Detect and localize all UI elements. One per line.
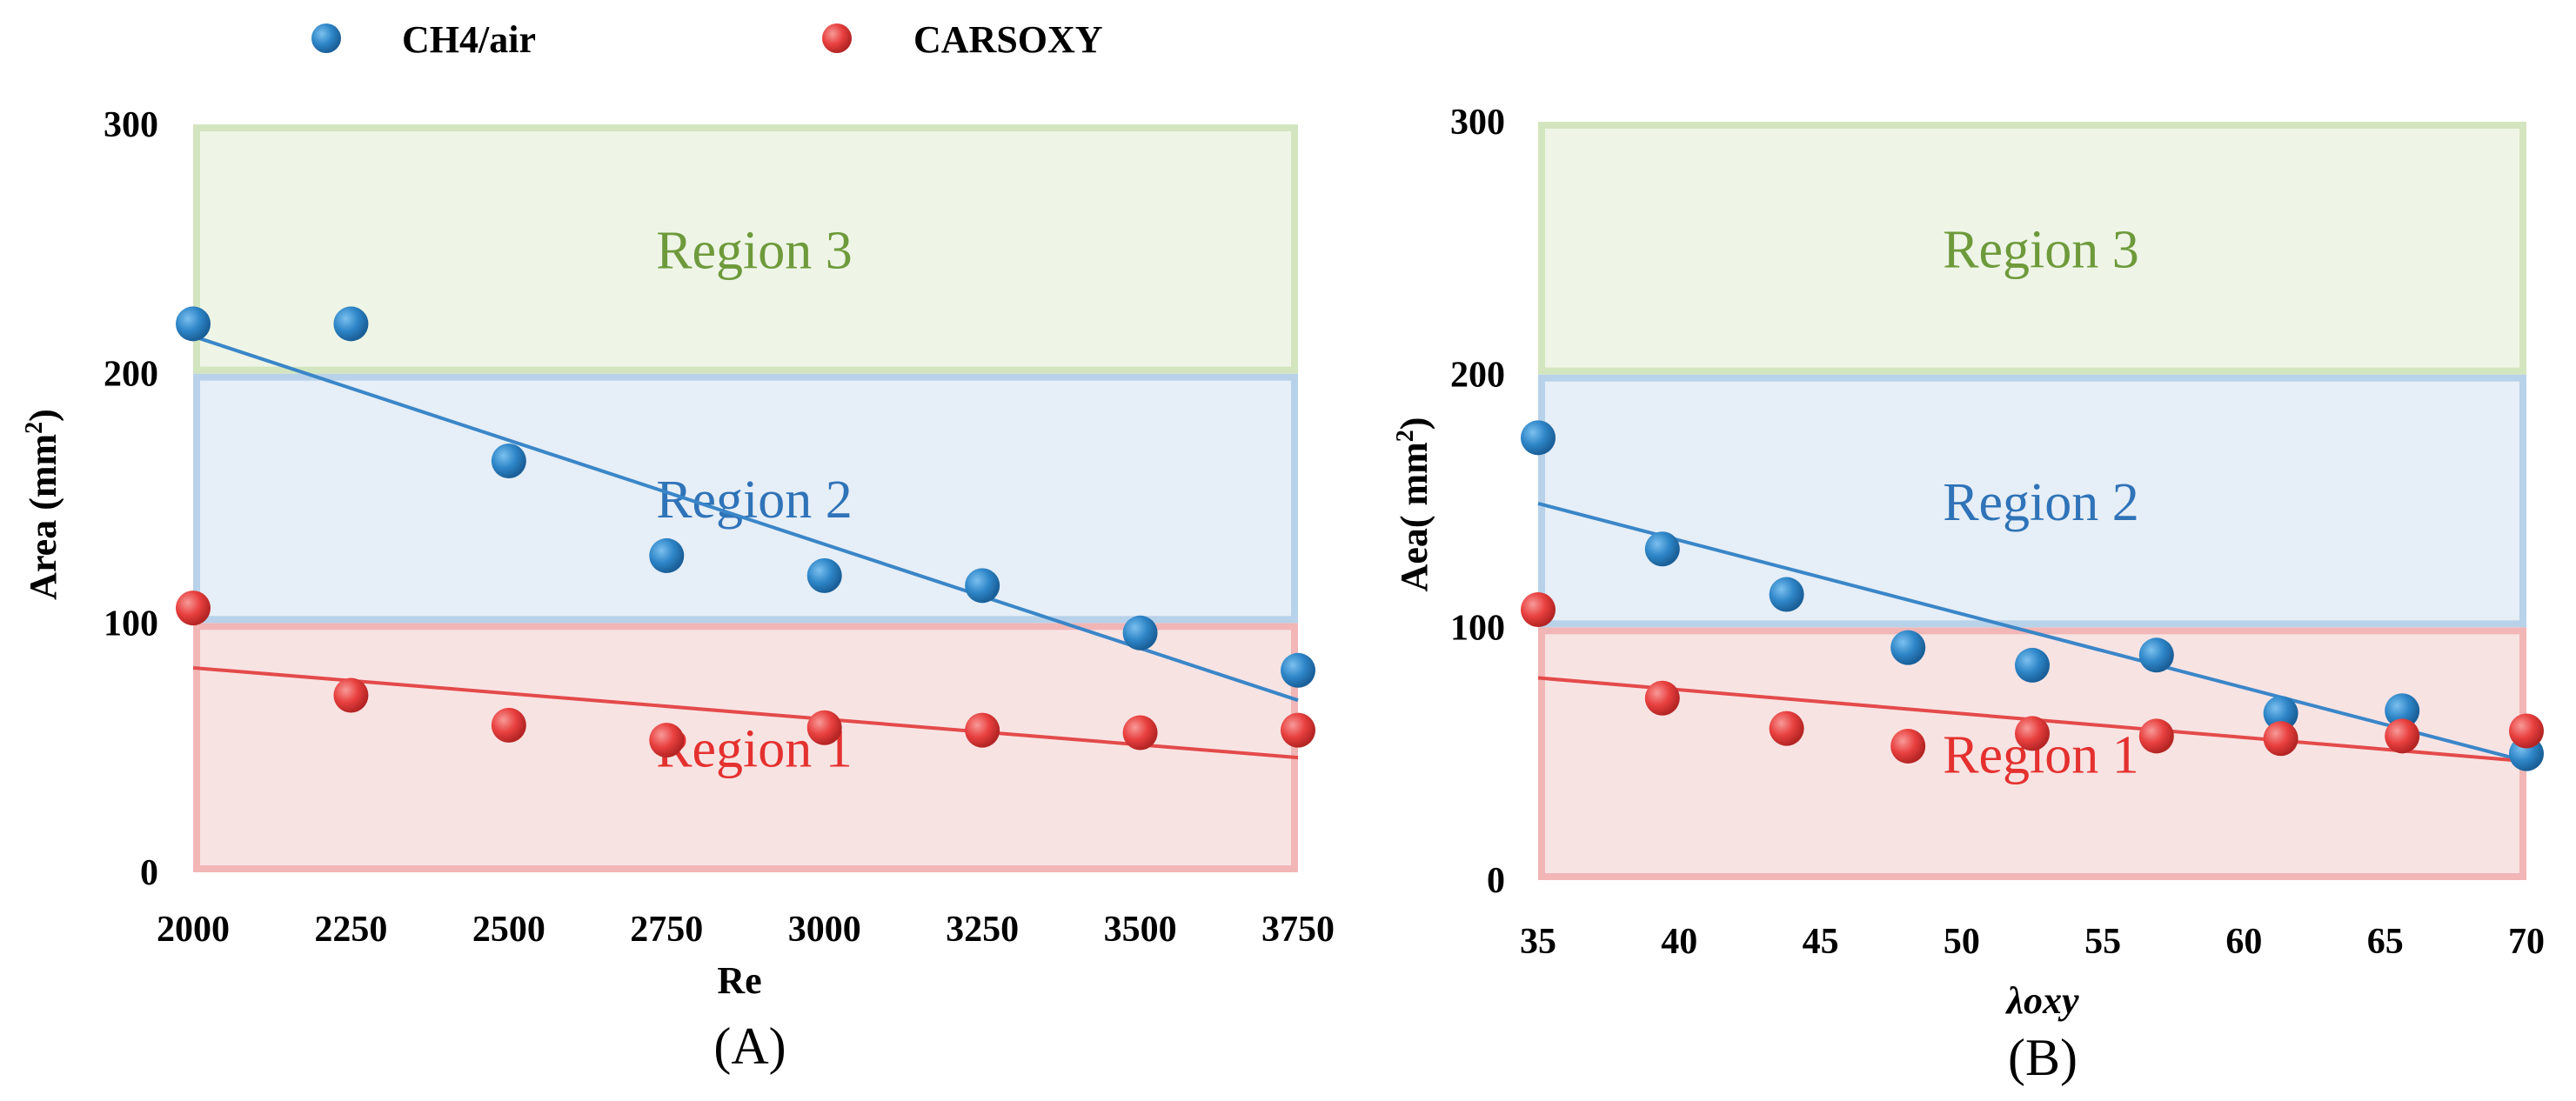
panel-a-carsoxy-point bbox=[176, 591, 211, 626]
panel-a-carsoxy-trendline bbox=[192, 665, 1299, 760]
panel-b-y-axis-label-sup: 2 bbox=[1392, 430, 1419, 442]
panel-b-ch4-point bbox=[2385, 693, 2420, 729]
panel-b-y-axis-label: Aea( mm2) bbox=[1392, 417, 1435, 592]
panel-b-y-tick-label: 0 bbox=[1487, 861, 1505, 901]
panel-b-carsoxy-point bbox=[1890, 728, 1926, 764]
panel-b-region-2-band bbox=[1538, 374, 2526, 628]
panel-b-x-tick-label: 45 bbox=[1803, 922, 1839, 962]
panel-a-trendlines bbox=[192, 334, 1299, 760]
panel-a-carsoxy-point bbox=[1281, 712, 1315, 748]
panel-a-x-axis-label: Re bbox=[717, 959, 761, 1002]
panel-b-ch4-point bbox=[1521, 420, 1556, 456]
panel-a-ch4-point bbox=[649, 537, 685, 573]
panel-a-y-tick-label: 100 bbox=[104, 604, 158, 644]
panel-b-carsoxy-point bbox=[2015, 716, 2050, 751]
legend: CH4/air CARSOXY bbox=[311, 18, 1103, 61]
panel-a-carsoxy-point bbox=[333, 677, 369, 713]
panel-a-label: (A) bbox=[713, 1018, 786, 1075]
panel-b-ch4-point bbox=[1644, 531, 1680, 567]
panel-a-region-3-band bbox=[193, 124, 1298, 374]
panel-b-label: (B) bbox=[2008, 1029, 2078, 1086]
panel-a-y-tick-label: 0 bbox=[140, 853, 158, 893]
panel-b-y-ticks: 0 100 200 300 bbox=[1450, 103, 1505, 901]
panel-b-y-axis-label-end: ) bbox=[1393, 417, 1435, 430]
panel-a-ch4-point bbox=[491, 444, 526, 478]
panel-b-region-3-label: Region 3 bbox=[1943, 220, 2139, 279]
panel-b-x-axis-label: λoxy bbox=[2004, 979, 2079, 1022]
panel-b-x-tick-label: 55 bbox=[2084, 922, 2121, 962]
panel-b-y-tick-label: 100 bbox=[1450, 608, 1505, 648]
panel-b-y-tick-label: 200 bbox=[1450, 356, 1505, 396]
panel-a-ch4-point bbox=[965, 568, 1000, 604]
panel-a-x-ticks: 2000 2250 2500 2750 3000 3250 3500 3750 bbox=[157, 910, 1335, 950]
panel-a-carsoxy-point bbox=[965, 712, 1000, 748]
legend-marker-ch4 bbox=[311, 23, 341, 53]
panel-a-x-tick-label: 3250 bbox=[946, 910, 1019, 950]
panel-a-points bbox=[176, 306, 1315, 758]
panel-a-x-tick-label: 3750 bbox=[1261, 910, 1335, 950]
panel-b-ch4-point bbox=[1769, 577, 1804, 612]
panel-b-carsoxy-point bbox=[2263, 721, 2298, 757]
panel-a-region-1-band bbox=[193, 623, 1298, 872]
panel-a-y-axis-label-text: Area (mm bbox=[22, 434, 64, 600]
legend-marker-carsoxy bbox=[822, 23, 852, 53]
panel-a-region-3-label: Region 3 bbox=[656, 221, 853, 280]
panel-a-ch4-trendline bbox=[192, 334, 1299, 703]
panel-b-x-tick-label: 35 bbox=[1520, 922, 1556, 962]
panel-b-points bbox=[1521, 420, 2544, 771]
panel-a-y-ticks: 0 100 200 300 bbox=[104, 105, 158, 893]
panel-a-x-tick-label: 2250 bbox=[314, 910, 387, 950]
panel-b-carsoxy-point bbox=[2138, 718, 2174, 754]
panel-a-carsoxy-point bbox=[491, 707, 526, 743]
panel-b-ch4-point bbox=[2263, 696, 2298, 731]
panel-b-ch4-point bbox=[2015, 647, 2050, 683]
panel-a-x-tick-label: 2500 bbox=[472, 910, 545, 950]
panel-b-carsoxy-point bbox=[2509, 713, 2544, 749]
panel-a-carsoxy-point bbox=[1122, 715, 1158, 751]
panel-b-y-tick-label: 300 bbox=[1450, 103, 1505, 143]
legend-label-carsoxy: CARSOXY bbox=[913, 18, 1103, 61]
panel-a-ch4-point bbox=[806, 557, 842, 593]
legend-label-ch4: CH4/air bbox=[402, 18, 536, 61]
panel-b-x-tick-label: 60 bbox=[2225, 922, 2262, 962]
panel-b-carsoxy-point bbox=[1521, 591, 1556, 627]
panel-a-carsoxy-point bbox=[649, 723, 685, 758]
panel-b-region-3-band bbox=[1538, 122, 2526, 375]
panel-a-y-axis-label: Area (mm2) bbox=[21, 409, 64, 600]
panel-a-ch4-point bbox=[176, 306, 211, 342]
panel-a-x-tick-label: 3500 bbox=[1104, 910, 1177, 950]
panel-b-ch4-point bbox=[1890, 630, 1926, 665]
panel-b-ch4-point bbox=[2138, 637, 2174, 673]
panel-b-carsoxy-point bbox=[1769, 711, 1804, 746]
panel-a-ch4-point bbox=[1281, 652, 1315, 688]
panel-a-x-tick-label: 3000 bbox=[788, 910, 861, 950]
panel-b-x-tick-label: 65 bbox=[2367, 922, 2404, 962]
panel-b-x-tick-label: 40 bbox=[1661, 922, 1697, 962]
panel-a-x-tick-label: 2000 bbox=[157, 910, 230, 950]
panel-a-carsoxy-point bbox=[806, 710, 842, 745]
panel-b-x-tick-label: 70 bbox=[2508, 922, 2545, 962]
panel-b-x-ticks: 35 40 45 50 55 60 65 70 bbox=[1520, 922, 2545, 962]
panel-a-ch4-point bbox=[333, 306, 369, 342]
panel-a-y-axis-label-end: ) bbox=[22, 409, 64, 422]
panel-b-carsoxy-point bbox=[1644, 680, 1680, 716]
panel-a-ch4-point bbox=[1122, 615, 1158, 651]
panel-a-region-2-band bbox=[193, 373, 1298, 624]
panel-b-y-axis-label-text: Aea( mm bbox=[1393, 442, 1435, 591]
panel-b-x-tick-label: 50 bbox=[1944, 922, 1980, 962]
panel-a-y-tick-label: 200 bbox=[104, 355, 158, 395]
panel-a-x-tick-label: 2750 bbox=[630, 910, 703, 950]
panel-b-carsoxy-point bbox=[2385, 718, 2420, 754]
panel-b-ch4-trendline bbox=[1537, 501, 2527, 764]
panel-a-y-tick-label: 300 bbox=[104, 105, 158, 145]
panel-b-region-2-label: Region 2 bbox=[1943, 473, 2139, 532]
panel-a-y-axis-label-sup: 2 bbox=[21, 422, 48, 434]
